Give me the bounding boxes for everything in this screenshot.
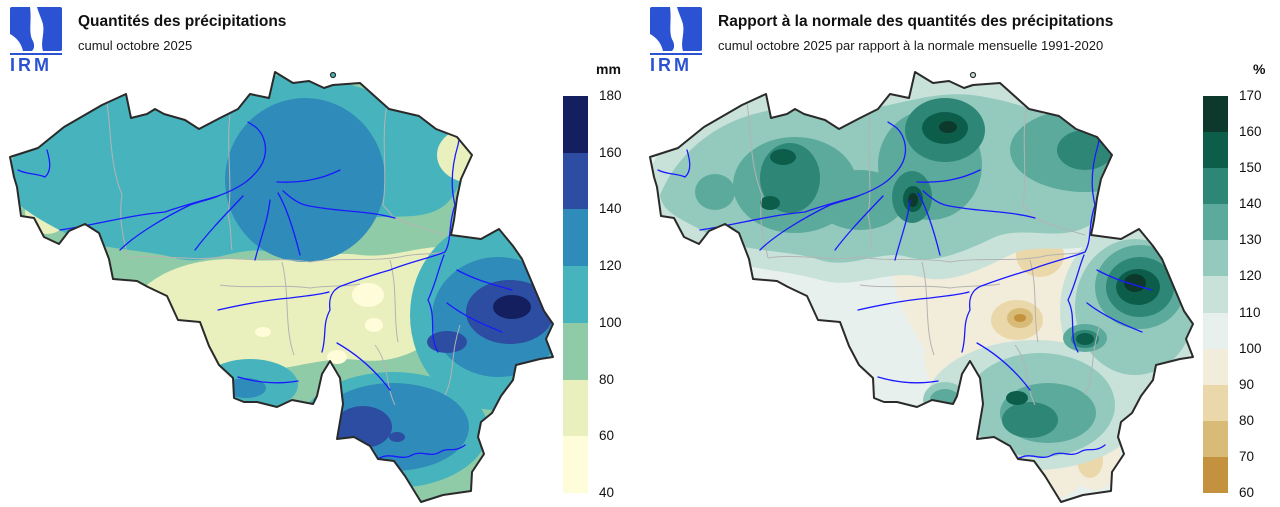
legend-color-segment [1203, 312, 1228, 350]
irm-logo-icon [10, 7, 62, 51]
baarle-enclave-dot [329, 71, 337, 79]
legend-color-segment [563, 266, 588, 324]
precipitation-contours [10, 72, 553, 502]
legend-color-segment [1203, 240, 1228, 277]
legend-tick-label: 80 [599, 371, 615, 387]
irm-logo: IRM [10, 7, 62, 74]
belgium-ratio-map [649, 71, 1194, 503]
legend-tick-label: 160 [1239, 123, 1262, 139]
legend-color-segment [1203, 456, 1228, 494]
legend-color-segment [1203, 96, 1228, 133]
legend-color-segment [563, 152, 588, 210]
legend-color-segment [1203, 168, 1228, 205]
legend-tick-label: 160 [599, 144, 622, 160]
legend-color-segment [1203, 276, 1228, 314]
legend-color-segment [1203, 132, 1228, 169]
legend-tick-label: 60 [599, 428, 615, 444]
legend-tick-label: 140 [1239, 196, 1262, 212]
panel-ratio-to-normal: IRM Rapport à la normale des quantités d… [640, 0, 1280, 507]
legend-tick-label: 180 [599, 87, 622, 103]
legend-color-segment [1203, 348, 1228, 386]
irm-logo-icon [650, 7, 702, 51]
legend-tick-label: 80 [1239, 412, 1255, 428]
legend-tick-label: 40 [599, 484, 615, 500]
legend-color-segment [1203, 420, 1228, 458]
legend-precipitation: 180 160 140 120 100 80 60 40 [563, 88, 638, 500]
legend-tick-label: 110 [1239, 304, 1261, 320]
legend-tick-label: 170 [1239, 87, 1262, 103]
baarle-enclave-dot [969, 71, 977, 79]
legend-color-segment [563, 209, 588, 267]
page-title: Quantités des précipitations [78, 13, 287, 30]
legend-color-segment [563, 379, 588, 437]
legend-tick-label: 90 [1239, 376, 1255, 392]
legend-unit-label: % [1253, 61, 1266, 77]
legend-tick-label: 60 [1239, 484, 1255, 500]
legend-color-segment [1203, 384, 1228, 422]
page-subtitle: cumul octobre 2025 [78, 38, 193, 53]
legend-unit-label: mm [596, 61, 621, 77]
legend-tick-label: 150 [1239, 159, 1262, 175]
legend-tick-label: 120 [599, 257, 622, 273]
legend-ratio: 170 160 150 140 130 120 110 100 90 80 70 60 [1203, 88, 1278, 500]
legend-tick-label: 130 [1239, 232, 1262, 248]
ratio-contours [650, 72, 1193, 502]
legend-tick-label: 120 [1239, 268, 1262, 284]
legend-tick-label: 140 [599, 201, 622, 217]
legend-color-segment [563, 322, 588, 381]
irm-logo-text: IRM [10, 53, 62, 74]
legend-color-segment [1203, 204, 1228, 241]
legend-color-segment [563, 96, 588, 154]
legend-tick-label: 100 [1239, 340, 1262, 356]
page-title: Rapport à la normale des quantités des p… [718, 13, 1114, 30]
page-subtitle: cumul octobre 2025 par rapport à la norm… [718, 38, 1104, 53]
belgium-precipitation-map [9, 71, 554, 503]
legend-tick-label: 100 [599, 314, 622, 330]
irm-logo-text: IRM [650, 53, 702, 74]
irm-logo: IRM [650, 7, 702, 74]
panel-precipitation: IRM Quantités des précipitations cumul o… [9, 7, 638, 503]
legend-tick-label: 70 [1239, 448, 1255, 464]
legend-color-segment [563, 436, 588, 494]
